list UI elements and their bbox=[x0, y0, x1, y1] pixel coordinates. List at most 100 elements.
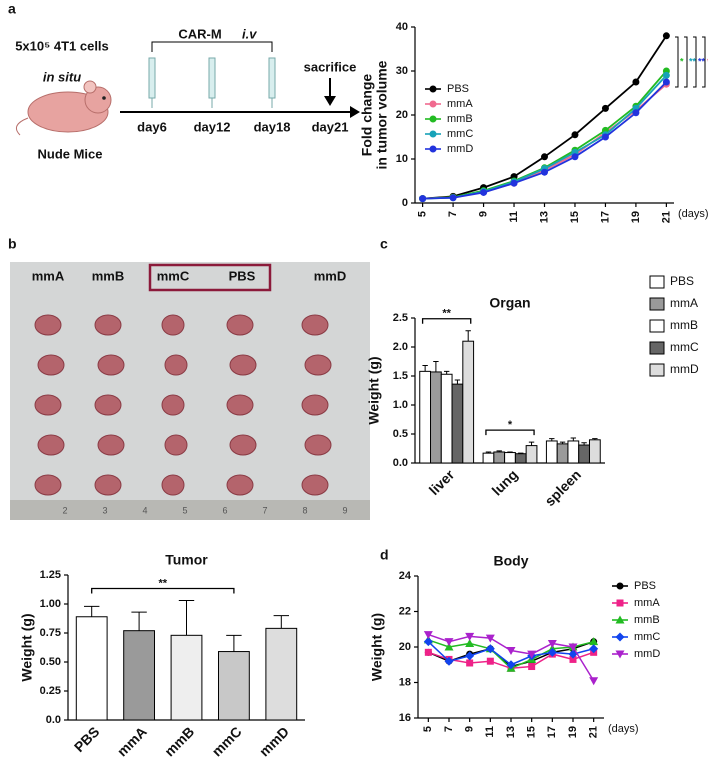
tumor bbox=[34, 314, 62, 336]
day-text: day6 bbox=[137, 119, 167, 134]
bar bbox=[462, 340, 475, 464]
marker bbox=[662, 71, 670, 79]
x-tick-label: 17 bbox=[599, 211, 611, 223]
tumor bbox=[164, 434, 188, 456]
x-tick-label: 15 bbox=[569, 211, 581, 223]
x-tick-label: 7 bbox=[447, 211, 459, 217]
tumor bbox=[97, 434, 125, 456]
y-tick-label: 1.0 bbox=[393, 399, 408, 411]
legend-marker bbox=[429, 145, 437, 153]
error-bar bbox=[178, 600, 195, 636]
x-tick-label: mmC bbox=[209, 723, 245, 759]
y-tick-label: 1.00 bbox=[40, 598, 61, 610]
legend-swatch bbox=[649, 297, 665, 311]
site-text: in situ bbox=[43, 69, 81, 84]
marker bbox=[568, 643, 578, 652]
panel-label: b bbox=[8, 236, 17, 252]
marker bbox=[485, 644, 495, 654]
syringe bbox=[148, 57, 276, 108]
ruler-label: 4 bbox=[142, 505, 147, 515]
significance-label: ** bbox=[442, 308, 451, 320]
marker bbox=[589, 677, 599, 686]
legend-marker bbox=[429, 85, 437, 93]
marker bbox=[465, 638, 475, 647]
panel-label: c bbox=[380, 236, 388, 252]
x-tick-label: 11 bbox=[508, 211, 520, 223]
route-text: i.v bbox=[242, 26, 257, 41]
y-tick-label: 0.50 bbox=[40, 656, 61, 668]
significance-bracket bbox=[485, 429, 535, 436]
marker bbox=[547, 647, 557, 657]
bar bbox=[493, 451, 506, 464]
ruler bbox=[10, 500, 370, 520]
y-axis-label: Fold change bbox=[359, 74, 375, 157]
ruler-label: 6 bbox=[222, 505, 227, 515]
panel-label: d bbox=[380, 547, 389, 563]
y-tick-label: 0.0 bbox=[46, 714, 61, 726]
tumor bbox=[229, 434, 257, 456]
error-bar bbox=[433, 361, 439, 372]
bar bbox=[75, 616, 108, 721]
tumor bbox=[37, 434, 65, 456]
y-tick-label: 22 bbox=[399, 605, 411, 617]
marker bbox=[527, 650, 537, 659]
error-bar bbox=[549, 438, 555, 441]
y-tick-label: 0.25 bbox=[40, 685, 61, 697]
significance-bracket bbox=[421, 318, 472, 324]
marker bbox=[601, 133, 609, 141]
ruler-label: 9 bbox=[342, 505, 347, 515]
tumor bbox=[226, 474, 254, 496]
marker bbox=[601, 104, 609, 112]
x-tick-label: 21 bbox=[660, 211, 672, 223]
tumor bbox=[161, 394, 185, 416]
legend-marker bbox=[615, 632, 625, 642]
tumor bbox=[97, 354, 125, 376]
bracket bbox=[151, 41, 273, 52]
legend-swatch bbox=[649, 363, 665, 377]
error-bar bbox=[454, 379, 461, 385]
x-tick-label: 7 bbox=[443, 726, 455, 732]
y-axis-label: Weight (g) bbox=[366, 356, 382, 424]
error-bar bbox=[507, 451, 513, 453]
marker bbox=[466, 659, 474, 667]
day-text: day18 bbox=[254, 119, 291, 134]
mouse-icon bbox=[102, 96, 106, 100]
error-bar bbox=[226, 634, 242, 652]
significance-bracket bbox=[684, 36, 688, 88]
legend-label: mmB bbox=[634, 614, 660, 626]
legend-label: PBS bbox=[670, 274, 694, 288]
marker bbox=[589, 637, 599, 646]
marker bbox=[444, 638, 454, 647]
significance-bracket bbox=[91, 587, 235, 594]
x-tick-label: 21 bbox=[588, 726, 600, 738]
tumor bbox=[94, 394, 122, 416]
bar bbox=[514, 453, 527, 464]
tumor bbox=[301, 394, 329, 416]
group-label: PBS bbox=[229, 268, 256, 283]
bar bbox=[123, 630, 156, 721]
y-tick-label: 10 bbox=[396, 153, 408, 165]
tumor bbox=[34, 394, 62, 416]
mouse-icon bbox=[84, 86, 112, 114]
x-tick-label: 15 bbox=[526, 726, 538, 738]
photo: mmA mmB mmC PBS mmD 2 3 4 5 6 7 8 9 bbox=[10, 262, 370, 520]
y-tick-label: 0.5 bbox=[393, 428, 408, 440]
y-axis-label: Weight (g) bbox=[369, 613, 385, 681]
legend-marker bbox=[429, 130, 437, 138]
day-text: day12 bbox=[194, 119, 231, 134]
bar bbox=[265, 627, 298, 721]
error-bar bbox=[570, 437, 577, 441]
marker bbox=[571, 153, 579, 161]
tumor bbox=[226, 394, 254, 416]
error-bar bbox=[131, 611, 147, 631]
highlight-box bbox=[148, 263, 272, 292]
bar bbox=[525, 445, 538, 464]
significance-label: * bbox=[680, 56, 684, 66]
legend-swatch bbox=[649, 319, 665, 333]
y-tick-label: 0 bbox=[402, 197, 408, 209]
marker bbox=[506, 647, 516, 656]
legend-label: mmD bbox=[670, 362, 699, 376]
bar bbox=[440, 373, 453, 464]
legend-marker bbox=[616, 599, 624, 607]
y-tick-label: 18 bbox=[399, 676, 411, 688]
